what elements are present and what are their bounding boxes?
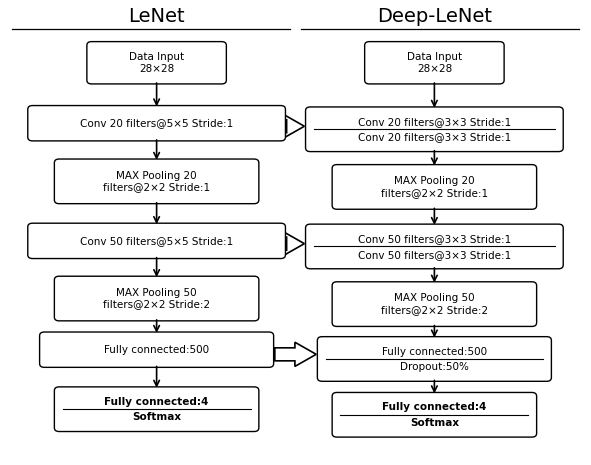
Text: MAX Pooling 20
filters@2×2 Stride:1: MAX Pooling 20 filters@2×2 Stride:1 [103, 171, 210, 192]
Text: LeNet: LeNet [128, 7, 185, 26]
FancyBboxPatch shape [54, 159, 259, 204]
Text: Deep-LeNet: Deep-LeNet [377, 7, 492, 26]
Polygon shape [275, 342, 316, 366]
FancyBboxPatch shape [54, 276, 259, 321]
Text: MAX Pooling 50
filters@2×2 Stride:2: MAX Pooling 50 filters@2×2 Stride:2 [381, 293, 488, 315]
Text: Softmax: Softmax [132, 412, 181, 422]
FancyBboxPatch shape [332, 165, 537, 209]
FancyBboxPatch shape [28, 106, 285, 141]
Text: MAX Pooling 20
filters@2×2 Stride:1: MAX Pooling 20 filters@2×2 Stride:1 [381, 176, 488, 198]
Text: Conv 50 filters@3×3 Stride:1: Conv 50 filters@3×3 Stride:1 [358, 234, 511, 244]
Text: Conv 20 filters@3×3 Stride:1: Conv 20 filters@3×3 Stride:1 [358, 133, 511, 142]
Text: Conv 20 filters@3×3 Stride:1: Conv 20 filters@3×3 Stride:1 [358, 117, 511, 127]
FancyBboxPatch shape [40, 332, 274, 367]
Text: MAX Pooling 50
filters@2×2 Stride:2: MAX Pooling 50 filters@2×2 Stride:2 [103, 288, 210, 309]
Text: Conv 50 filters@5×5 Stride:1: Conv 50 filters@5×5 Stride:1 [80, 236, 233, 246]
FancyBboxPatch shape [306, 107, 563, 152]
FancyBboxPatch shape [332, 282, 537, 326]
Text: Fully connected:4: Fully connected:4 [382, 402, 486, 412]
FancyBboxPatch shape [28, 223, 285, 259]
FancyBboxPatch shape [87, 42, 226, 84]
FancyBboxPatch shape [54, 387, 259, 432]
Text: Conv 20 filters@5×5 Stride:1: Conv 20 filters@5×5 Stride:1 [80, 118, 233, 128]
Text: Data Input
28×28: Data Input 28×28 [407, 52, 462, 73]
Text: Data Input
28×28: Data Input 28×28 [129, 52, 184, 73]
FancyBboxPatch shape [306, 224, 563, 269]
FancyBboxPatch shape [317, 337, 551, 381]
Text: Softmax: Softmax [410, 418, 459, 428]
FancyBboxPatch shape [332, 392, 537, 437]
Text: Fully connected:500: Fully connected:500 [104, 345, 209, 355]
Text: Fully connected:500: Fully connected:500 [382, 346, 487, 357]
Text: Conv 50 filters@3×3 Stride:1: Conv 50 filters@3×3 Stride:1 [358, 250, 511, 259]
Text: Fully connected:4: Fully connected:4 [105, 397, 209, 407]
Polygon shape [283, 232, 304, 256]
FancyBboxPatch shape [365, 42, 504, 84]
Polygon shape [283, 114, 304, 139]
Text: Dropout:50%: Dropout:50% [400, 362, 469, 372]
